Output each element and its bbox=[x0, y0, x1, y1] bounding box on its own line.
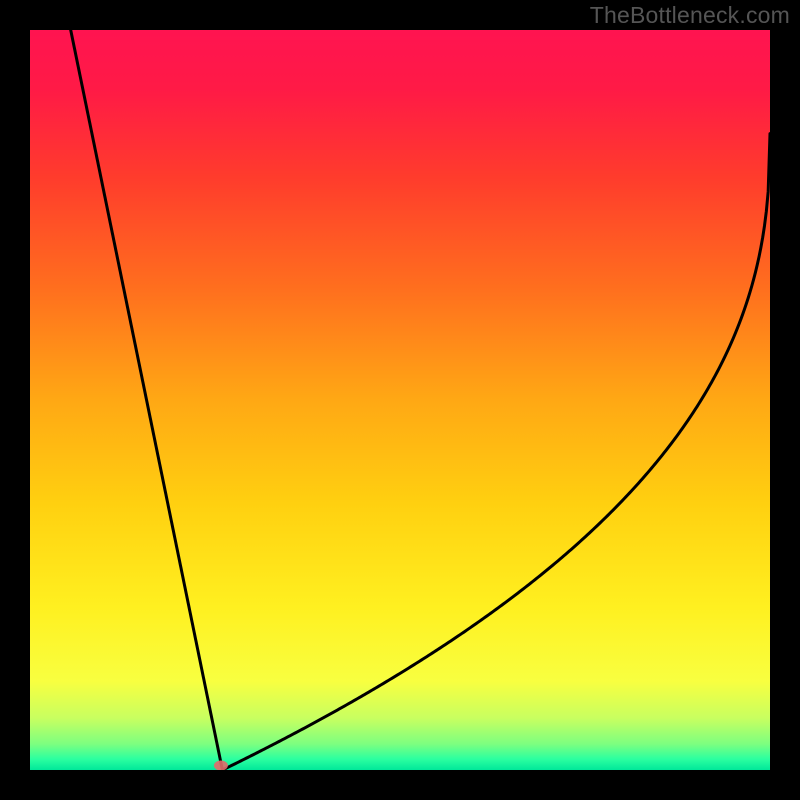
chart-stage: TheBottleneck.com bbox=[0, 0, 800, 800]
optimum-marker bbox=[30, 30, 770, 770]
watermark-text: TheBottleneck.com bbox=[590, 2, 790, 29]
plot-area bbox=[30, 30, 770, 770]
